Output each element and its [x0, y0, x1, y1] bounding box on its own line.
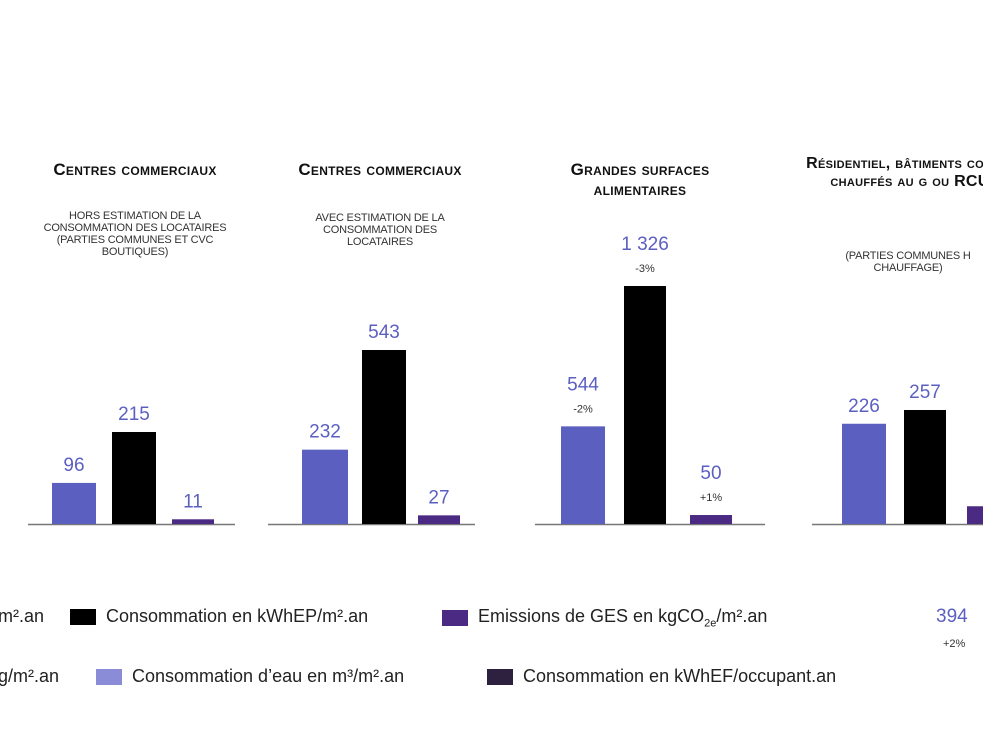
bar-group4-series1	[842, 423, 886, 524]
bar-value-label: 544	[567, 374, 599, 395]
legend-partial-label-2: g/m².an	[0, 666, 60, 686]
group-1-title: Centres commerciaux	[53, 160, 217, 179]
bar-change-label: -3%	[635, 263, 655, 275]
legend-label-ges: Emissions de GES en kgCO2e/m².an	[478, 606, 768, 630]
extra-change: +2%	[943, 638, 966, 650]
bar-group1-series1	[52, 482, 96, 524]
bar-group3-series3	[690, 515, 732, 524]
bar-group1-series2	[112, 432, 156, 524]
group-4-subtitle: (parties communes h chauffage)	[845, 250, 971, 274]
group-1-subtitle: hors estimation de la consommation des l…	[43, 210, 227, 258]
legend-partial-label-1: m².an	[0, 606, 45, 626]
bar-value-label: 232	[309, 422, 341, 443]
bar-group2-series2	[362, 350, 406, 524]
bar-group3-series2	[624, 286, 666, 524]
legend-swatch-purple	[442, 609, 468, 626]
legend-item-kwhep: Consommation en kWhEP/m².an	[70, 606, 368, 627]
group-3-title: Grandes surfaces alimentaires	[570, 160, 710, 199]
legend-label-kwhef: Consommation en kWhEF/occupant.an	[523, 666, 837, 686]
legend-item-ges: Emissions de GES en kgCO2e/m².an	[442, 606, 767, 630]
legend-swatch-black	[70, 608, 96, 625]
legend-swatch-darkpurple	[487, 668, 513, 685]
legend-item-kwhef: Consommation en kWhEF/occupant.an	[487, 666, 836, 687]
bar-group3-series1	[561, 426, 605, 524]
bar-value-label: 215	[118, 404, 150, 425]
bar-value-label: 50	[700, 463, 721, 484]
bar-group1-series3	[172, 519, 214, 524]
group-2-title: Centres commerciaux	[298, 160, 462, 179]
legend-label-eau: Consommation d’eau en m³/m².an	[132, 666, 405, 686]
bar-value-label: 27	[428, 487, 449, 508]
legend-swatch-lightblue	[96, 668, 122, 685]
bar-value-label: 96	[63, 455, 84, 476]
bar-value-label: 226	[848, 396, 880, 417]
bar-change-label: -2%	[573, 403, 593, 415]
bar-change-label: +1%	[700, 492, 723, 504]
bar-value-label: 257	[909, 382, 941, 403]
legend-item-eau: Consommation d’eau en m³/m².an	[96, 666, 404, 687]
bar-value-label: 1 326	[621, 234, 669, 255]
group-4-title: Résidentiel, bâtiments collec chauffés a…	[806, 155, 983, 190]
legend-label-kwhep: Consommation en kWhEP/m².an	[106, 606, 369, 626]
bar-group2-series1	[302, 449, 348, 524]
bar-group4-series3	[967, 506, 983, 524]
bar-group2-series3	[418, 515, 460, 524]
bar-value-label: 543	[368, 322, 400, 343]
group-2-subtitle: avec estimation de la consommation des l…	[315, 212, 445, 248]
bar-value-label: 11	[183, 491, 203, 512]
bar-group4-series2	[904, 410, 946, 524]
extra-value: 394	[936, 606, 968, 627]
